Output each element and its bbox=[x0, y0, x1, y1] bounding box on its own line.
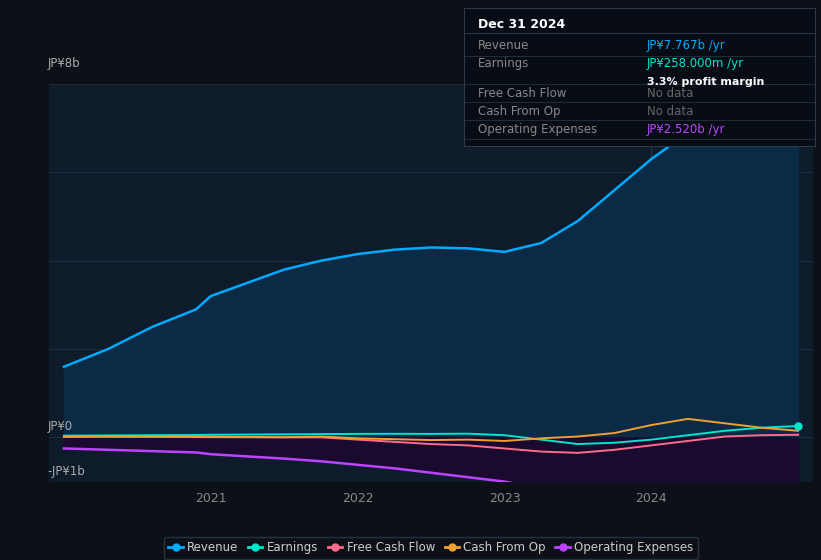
Text: Earnings: Earnings bbox=[478, 57, 530, 70]
Text: Dec 31 2024: Dec 31 2024 bbox=[478, 18, 565, 31]
Text: Cash From Op: Cash From Op bbox=[478, 105, 561, 118]
Text: No data: No data bbox=[647, 87, 693, 100]
Legend: Revenue, Earnings, Free Cash Flow, Cash From Op, Operating Expenses: Revenue, Earnings, Free Cash Flow, Cash … bbox=[163, 536, 699, 559]
Text: JP¥0: JP¥0 bbox=[48, 421, 73, 433]
Text: No data: No data bbox=[647, 105, 693, 118]
Text: Operating Expenses: Operating Expenses bbox=[478, 123, 597, 136]
Text: JP¥8b: JP¥8b bbox=[48, 57, 80, 70]
Text: JP¥258.000m /yr: JP¥258.000m /yr bbox=[647, 57, 744, 70]
Text: 3.3% profit margin: 3.3% profit margin bbox=[647, 77, 764, 87]
Text: Revenue: Revenue bbox=[478, 39, 530, 52]
Text: Free Cash Flow: Free Cash Flow bbox=[478, 87, 566, 100]
Text: JP¥2.520b /yr: JP¥2.520b /yr bbox=[647, 123, 725, 136]
Text: -JP¥1b: -JP¥1b bbox=[48, 465, 85, 478]
Text: JP¥7.767b /yr: JP¥7.767b /yr bbox=[647, 39, 725, 52]
